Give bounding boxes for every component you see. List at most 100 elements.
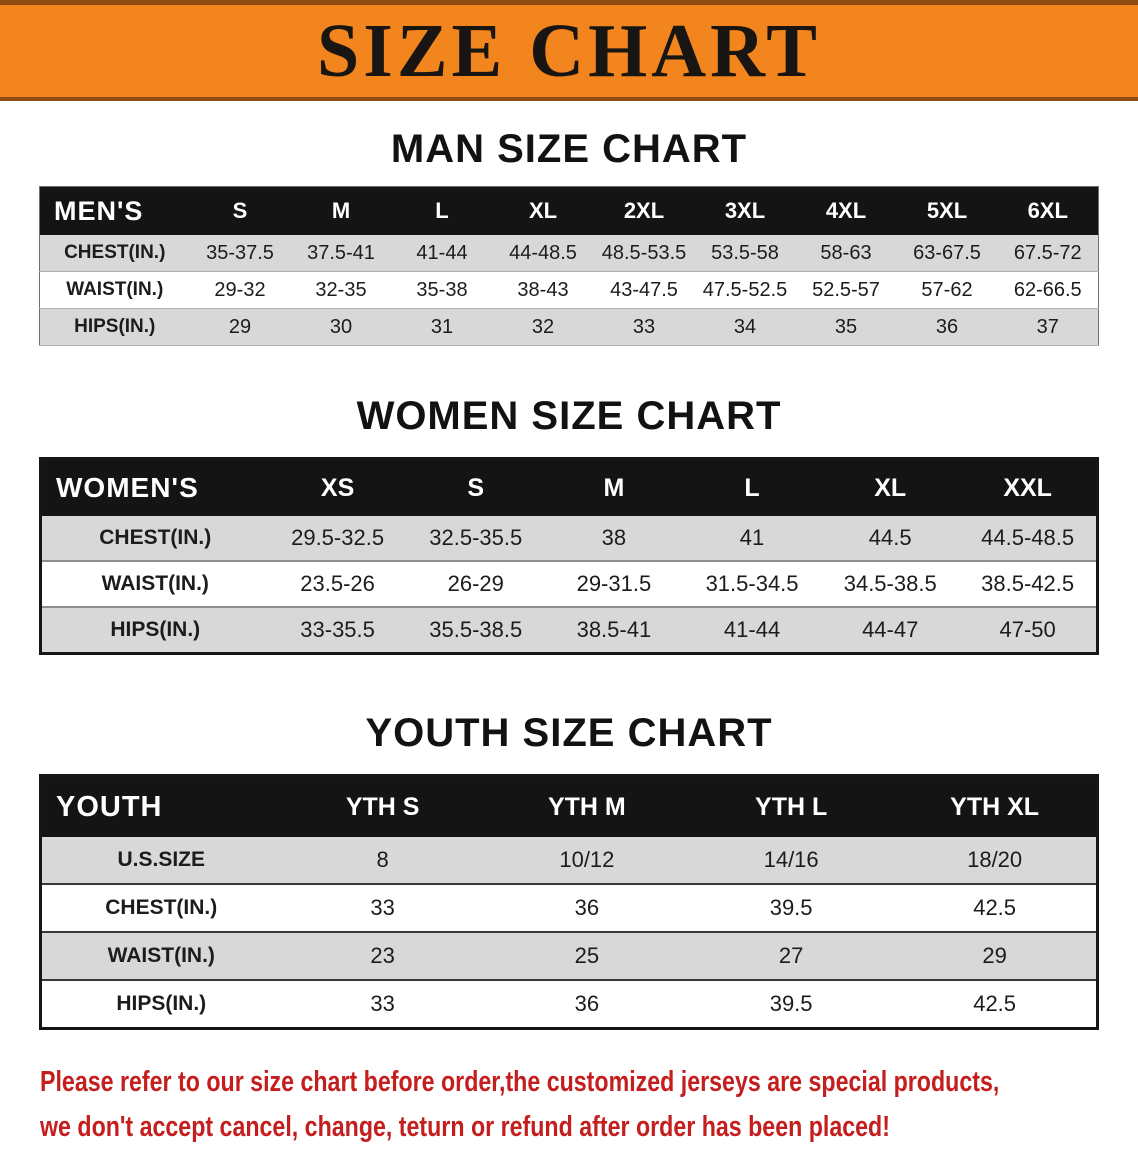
size-cell: 30 xyxy=(290,308,392,346)
size-cell: 33 xyxy=(593,308,695,346)
size-cell: 10/12 xyxy=(484,837,689,885)
row-label: HIPS(IN.) xyxy=(40,980,281,1030)
size-cell: 48.5-53.5 xyxy=(593,235,695,272)
size-cell: 42.5 xyxy=(893,980,1098,1030)
size-cell: 57-62 xyxy=(896,271,998,309)
size-cell: 44-48.5 xyxy=(492,235,594,272)
size-cell: 33-35.5 xyxy=(268,607,407,655)
youth-size-header: YTH S xyxy=(280,775,485,837)
women-size-header: M xyxy=(544,458,683,516)
size-cell: 14/16 xyxy=(689,837,894,885)
size-cell: 36 xyxy=(896,308,998,346)
size-cell: 42.5 xyxy=(893,884,1098,933)
size-cell: 35.5-38.5 xyxy=(406,607,545,655)
men-size-header: S xyxy=(189,186,291,235)
men-section-heading: MAN SIZE CHART xyxy=(390,127,748,171)
size-cell: 29-31.5 xyxy=(544,561,683,608)
men-size-table: MEN'S S M L XL 2XL 3XL 4XL 5XL 6XL CHEST… xyxy=(39,186,1099,346)
size-cell: 44.5 xyxy=(821,516,960,562)
men-size-header: 4XL xyxy=(795,186,897,235)
row-label: WAIST(IN.) xyxy=(39,271,190,309)
size-cell: 39.5 xyxy=(689,884,894,933)
men-size-header: XL xyxy=(492,186,594,235)
row-label: HIPS(IN.) xyxy=(39,308,190,346)
size-cell: 36 xyxy=(484,884,689,933)
disclaimer-line-1: Please refer to our size chart before or… xyxy=(40,1066,1000,1098)
size-cell: 47.5-52.5 xyxy=(694,271,796,309)
men-chest-row: CHEST(IN.) 35-37.5 37.5-41 41-44 44-48.5… xyxy=(39,235,1099,272)
women-size-header: S xyxy=(406,458,545,516)
size-cell: 63-67.5 xyxy=(896,235,998,272)
size-cell: 37 xyxy=(997,308,1099,346)
men-size-header: 2XL xyxy=(593,186,695,235)
size-cell: 35 xyxy=(795,308,897,346)
men-size-header: 3XL xyxy=(694,186,796,235)
size-cell: 29 xyxy=(893,932,1098,981)
size-cell: 47-50 xyxy=(959,607,1098,655)
size-cell: 62-66.5 xyxy=(997,271,1099,309)
youth-ussize-row: U.S.SIZE 8 10/12 14/16 18/20 xyxy=(40,837,1098,885)
women-size-header: XS xyxy=(268,458,407,516)
size-cell: 41 xyxy=(682,516,822,562)
women-section-heading: WOMEN SIZE CHART xyxy=(356,394,782,438)
youth-section-heading: YOUTH SIZE CHART xyxy=(365,711,773,755)
size-cell: 32 xyxy=(492,308,594,346)
youth-chest-row: CHEST(IN.) 33 36 39.5 42.5 xyxy=(40,884,1098,933)
youth-size-header: YTH XL xyxy=(893,775,1098,837)
women-waist-row: WAIST(IN.) 23.5-26 26-29 29-31.5 31.5-34… xyxy=(40,561,1098,608)
size-cell: 27 xyxy=(689,932,894,981)
women-size-header: XXL xyxy=(959,458,1098,516)
size-cell: 34.5-38.5 xyxy=(821,561,960,608)
size-cell: 18/20 xyxy=(893,837,1098,885)
size-cell: 23 xyxy=(280,932,485,981)
size-cell: 58-63 xyxy=(795,235,897,272)
women-header-row: WOMEN'S XS S M L XL XXL xyxy=(40,458,1098,516)
men-hips-row: HIPS(IN.) 29 30 31 32 33 34 35 36 37 xyxy=(39,308,1099,346)
women-hips-row: HIPS(IN.) 33-35.5 35.5-38.5 38.5-41 41-4… xyxy=(40,607,1098,655)
youth-header-row: YOUTH YTH S YTH M YTH L YTH XL xyxy=(40,775,1098,837)
size-cell: 38-43 xyxy=(492,271,594,309)
women-size-header: XL xyxy=(821,458,960,516)
women-size-table: WOMEN'S XS S M L XL XXL CHEST(IN.) 29.5-… xyxy=(39,457,1099,655)
size-cell: 41-44 xyxy=(682,607,822,655)
size-cell: 32.5-35.5 xyxy=(406,516,545,562)
size-cell: 38.5-41 xyxy=(544,607,683,655)
women-size-header: L xyxy=(682,458,822,516)
youth-size-table: YOUTH YTH S YTH M YTH L YTH XL U.S.SIZE … xyxy=(39,774,1099,1030)
youth-waist-row: WAIST(IN.) 23 25 27 29 xyxy=(40,932,1098,981)
row-label: CHEST(IN.) xyxy=(39,235,190,272)
youth-size-header: YTH M xyxy=(484,775,689,837)
men-size-header: 6XL xyxy=(997,186,1099,235)
size-cell: 44.5-48.5 xyxy=(959,516,1098,562)
size-cell: 29-32 xyxy=(189,271,291,309)
men-size-header: L xyxy=(391,186,493,235)
size-cell: 31.5-34.5 xyxy=(682,561,822,608)
banner: SIZE CHART xyxy=(0,0,1138,101)
size-cell: 41-44 xyxy=(391,235,493,272)
size-cell: 52.5-57 xyxy=(795,271,897,309)
size-cell: 23.5-26 xyxy=(268,561,407,608)
youth-size-header: YTH L xyxy=(689,775,894,837)
women-header-label: WOMEN'S xyxy=(40,458,269,516)
size-cell: 25 xyxy=(484,932,689,981)
size-cell: 67.5-72 xyxy=(997,235,1099,272)
women-chest-row: CHEST(IN.) 29.5-32.5 32.5-35.5 38 41 44.… xyxy=(40,516,1098,562)
men-waist-row: WAIST(IN.) 29-32 32-35 35-38 38-43 43-47… xyxy=(39,271,1099,309)
size-cell: 38 xyxy=(544,516,683,562)
size-cell: 43-47.5 xyxy=(593,271,695,309)
men-size-header: 5XL xyxy=(896,186,998,235)
size-cell: 31 xyxy=(391,308,493,346)
size-cell: 8 xyxy=(280,837,485,885)
men-size-header: M xyxy=(290,186,392,235)
size-cell: 39.5 xyxy=(689,980,894,1030)
size-cell: 35-38 xyxy=(391,271,493,309)
row-label: WAIST(IN.) xyxy=(40,561,269,608)
size-cell: 53.5-58 xyxy=(694,235,796,272)
size-cell: 34 xyxy=(694,308,796,346)
size-cell: 33 xyxy=(280,884,485,933)
size-cell: 29 xyxy=(189,308,291,346)
size-cell: 26-29 xyxy=(406,561,545,608)
size-cell: 33 xyxy=(280,980,485,1030)
row-label: U.S.SIZE xyxy=(40,837,281,885)
